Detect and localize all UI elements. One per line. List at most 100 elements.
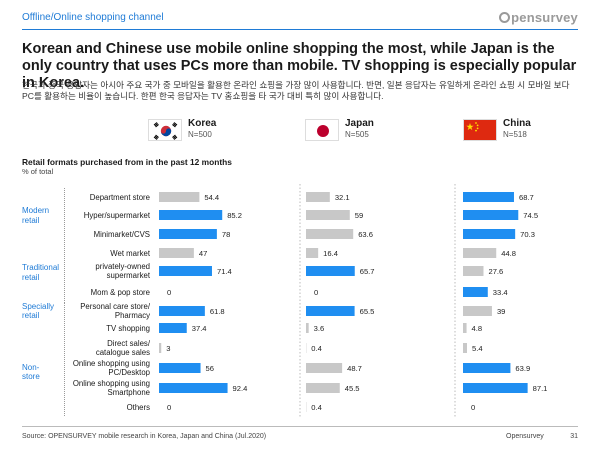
group-label-line: retail bbox=[22, 311, 40, 320]
bar-korea bbox=[159, 323, 187, 333]
category-label-line: Minimarket/CVS bbox=[93, 229, 150, 239]
logo-ring-icon bbox=[499, 12, 511, 23]
page-title: Korean and Chinese use mobile online sho… bbox=[22, 41, 577, 91]
group-bracket bbox=[64, 188, 65, 243]
category-label-line: supermarket bbox=[106, 271, 150, 280]
bar-china bbox=[463, 266, 484, 276]
bar-china bbox=[463, 323, 467, 333]
bar-korea bbox=[159, 383, 228, 393]
bar-japan bbox=[306, 266, 355, 276]
value-label-korea: 85.2 bbox=[227, 211, 242, 220]
category-label-line: Mom & pop store bbox=[90, 287, 150, 297]
category-label-line: Others bbox=[126, 402, 150, 412]
value-label-korea: 61.8 bbox=[210, 307, 225, 316]
category-label-line: Hyper/supermarket bbox=[83, 210, 150, 220]
category-label-line: Personal care store/ bbox=[80, 302, 150, 311]
category-label: Department store bbox=[0, 193, 150, 202]
value-label-korea: 56 bbox=[206, 364, 214, 373]
value-label-japan: 45.5 bbox=[345, 384, 360, 393]
value-label-korea: 54.4 bbox=[204, 193, 219, 202]
bar-japan bbox=[306, 363, 343, 373]
category-label: Direct sales/catalogue sales bbox=[0, 339, 150, 357]
china-flag-icon bbox=[463, 119, 497, 141]
category-label: Mom & pop store bbox=[0, 288, 150, 297]
value-label-korea: 78 bbox=[222, 230, 230, 239]
category-label-line: Pharmacy bbox=[114, 311, 150, 320]
bar-china bbox=[463, 229, 516, 239]
header-divider bbox=[22, 29, 578, 30]
bar-china bbox=[463, 210, 519, 220]
sample-size-korea: N=500 bbox=[188, 130, 212, 139]
chart-subtitle: % of total bbox=[22, 167, 54, 176]
bar-korea bbox=[159, 229, 217, 239]
brand-logo-text: pensurvey bbox=[511, 10, 578, 25]
value-label-japan: 59 bbox=[355, 211, 363, 220]
bar-china bbox=[463, 383, 528, 393]
value-label-china: 74.5 bbox=[523, 211, 538, 220]
group-label-line: Modern bbox=[22, 206, 50, 215]
korea-flag-icon bbox=[148, 119, 182, 141]
value-label-korea: 0 bbox=[167, 403, 171, 412]
value-label-china: 68.7 bbox=[519, 193, 534, 202]
value-label-korea: 37.4 bbox=[192, 324, 207, 333]
value-label-japan: 48.7 bbox=[347, 364, 362, 373]
category-label-line: Department store bbox=[89, 192, 150, 202]
bar-japan bbox=[306, 306, 355, 316]
bar-korea bbox=[159, 210, 223, 220]
japan-flag-icon bbox=[305, 119, 339, 141]
category-label: Wet market bbox=[0, 249, 150, 258]
bar-china bbox=[463, 192, 514, 202]
country-name-korea: Korea bbox=[188, 118, 217, 129]
bar-china bbox=[463, 248, 497, 258]
page-description: 한국과 중국 응답자는 아시아 주요 국가 중 모바일을 활용한 온라인 쇼핑을… bbox=[22, 80, 570, 101]
value-label-china: 27.6 bbox=[488, 267, 503, 276]
category-label-line: catalogue sales bbox=[95, 348, 150, 357]
value-label-korea: 47 bbox=[199, 249, 207, 258]
category-label-line: Online shopping using bbox=[72, 379, 150, 388]
value-label-japan: 0.4 bbox=[311, 403, 322, 412]
bar-japan bbox=[306, 229, 354, 239]
value-label-korea: 3 bbox=[166, 344, 170, 353]
category-label: privately-owned supermarket bbox=[0, 262, 150, 280]
value-label-japan: 65.5 bbox=[360, 307, 375, 316]
value-label-china: 0 bbox=[471, 403, 475, 412]
category-label-line: Online shopping using bbox=[72, 359, 150, 368]
bar-china bbox=[463, 306, 492, 316]
bar-china bbox=[463, 363, 511, 373]
value-label-china: 63.9 bbox=[515, 364, 530, 373]
section-tag: Offline/Online shopping channel bbox=[22, 12, 164, 23]
group-label-line: retail bbox=[22, 215, 40, 225]
value-label-china: 70.3 bbox=[520, 230, 535, 239]
bar-korea bbox=[159, 248, 194, 258]
value-label-japan: 3.6 bbox=[314, 324, 325, 333]
country-name-china: China bbox=[503, 118, 531, 129]
value-label-korea: 92.4 bbox=[233, 384, 248, 393]
group-label: Non-store bbox=[22, 363, 40, 382]
value-label-china: 33.4 bbox=[493, 288, 508, 297]
category-label-line: Wet market bbox=[110, 248, 150, 258]
group-bracket bbox=[64, 302, 65, 320]
bar-korea bbox=[159, 363, 201, 373]
value-label-china: 39 bbox=[497, 307, 505, 316]
group-label-line: retail bbox=[22, 272, 40, 282]
category-label-line: privately-owned bbox=[95, 262, 150, 271]
group-label: Traditional retail bbox=[22, 263, 59, 282]
bar-china bbox=[463, 287, 488, 297]
source-note: Source: OPENSURVEY mobile research in Ko… bbox=[22, 433, 267, 440]
country-name-japan: Japan bbox=[345, 118, 374, 129]
footer-brand: Opensurvey bbox=[506, 433, 544, 440]
group-label: Modern retail bbox=[22, 206, 49, 225]
category-label-line: TV shopping bbox=[106, 323, 150, 333]
group-bracket bbox=[64, 319, 65, 416]
value-label-japan: 0.4 bbox=[311, 344, 322, 353]
bar-korea bbox=[159, 192, 200, 202]
category-label: Hyper/supermarket bbox=[0, 211, 150, 220]
value-label-korea: 71.4 bbox=[217, 267, 232, 276]
value-label-china: 44.8 bbox=[501, 249, 516, 258]
group-label: Specially retail bbox=[22, 302, 54, 321]
brand-logo: pensurvey bbox=[499, 10, 578, 25]
value-label-japan: 32.1 bbox=[335, 193, 350, 202]
sample-size-china: N=518 bbox=[503, 130, 527, 139]
category-label: Online shopping using Smartphone bbox=[0, 379, 150, 397]
category-label: Online shopping using PC/Desktop bbox=[0, 359, 150, 377]
